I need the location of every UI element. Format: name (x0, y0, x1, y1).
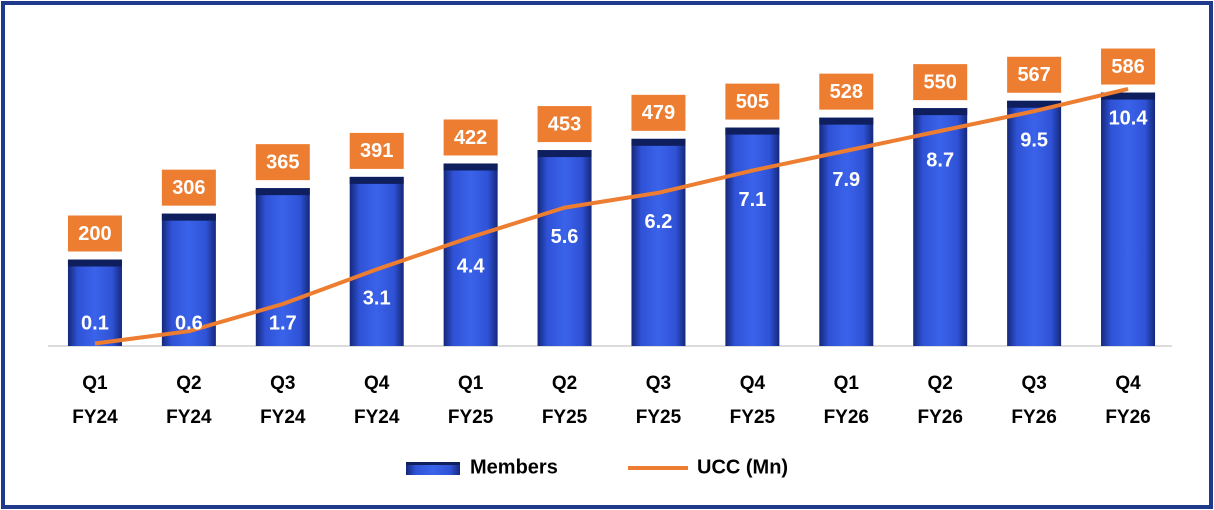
bar (631, 138, 686, 346)
value-label: 0.1 (81, 312, 109, 334)
value-label: 528 (830, 81, 863, 103)
bar (67, 259, 122, 346)
x-tick-label: Q2 FY24 (166, 373, 212, 428)
bar-cap (725, 127, 780, 135)
value-label-box (443, 119, 498, 156)
value-label: 391 (360, 140, 393, 162)
value-label: 479 (642, 102, 675, 124)
value-label: 1.7 (269, 312, 297, 334)
bar-cap (1101, 92, 1156, 100)
value-label-box (349, 132, 404, 169)
bar (443, 163, 498, 346)
value-label-box (725, 83, 780, 120)
value-label: 10.4 (1109, 107, 1149, 129)
bar-cap (631, 138, 686, 146)
value-label-box (255, 144, 310, 181)
value-label: 422 (454, 127, 487, 149)
legend-label: UCC (Mn) (697, 456, 788, 478)
bar-cap (67, 259, 122, 267)
value-label: 7.9 (832, 169, 860, 191)
value-label-box (537, 106, 592, 143)
bar-cap (255, 188, 310, 196)
value-label-box (161, 169, 216, 206)
line (94, 87, 1129, 346)
value-label: 365 (266, 151, 299, 173)
value-label: 8.7 (926, 149, 954, 171)
x-tick-label: Q1 FY25 (448, 373, 494, 428)
x-tick-label: Q3 FY26 (1011, 373, 1056, 428)
legend-swatch-cap (406, 462, 460, 465)
legend-label: Members (470, 456, 558, 478)
bar-cap (819, 117, 874, 125)
value-label: 567 (1017, 64, 1050, 86)
x-tick-label: Q4 FY25 (730, 373, 776, 428)
x-tick-label: Q1 FY26 (824, 373, 869, 428)
bar (255, 188, 310, 346)
bar (537, 150, 592, 346)
x-tick-label: Q2 FY26 (917, 373, 962, 428)
value-label: 306 (172, 177, 205, 199)
bar-cap (349, 176, 404, 184)
bar-cap (443, 163, 498, 171)
bar-cap (537, 150, 592, 158)
value-label: 6.2 (645, 211, 673, 233)
bar (1101, 92, 1156, 347)
value-label: 200 (78, 223, 111, 245)
value-label-box (1007, 56, 1062, 93)
value-label: 5.6 (551, 226, 579, 248)
x-tick-label: Q4 FY24 (354, 373, 400, 428)
x-tick-label: Q1 FY24 (72, 373, 118, 428)
value-label-box (67, 215, 122, 252)
value-label-box (819, 73, 874, 110)
value-label: 453 (548, 113, 581, 135)
value-label: 7.1 (738, 189, 766, 211)
value-label: 0.6 (175, 312, 203, 334)
bar (1007, 100, 1062, 347)
value-label: 505 (736, 91, 769, 113)
bar-cap (913, 108, 968, 116)
x-tick-label: Q2 FY25 (542, 373, 588, 428)
x-tick-label: Q3 FY24 (260, 373, 306, 428)
value-label: 586 (1111, 56, 1144, 78)
value-label: 9.5 (1020, 129, 1048, 151)
value-label: 4.4 (457, 256, 486, 278)
value-label-box (631, 94, 686, 131)
x-tick-label: Q4 FY26 (1105, 373, 1150, 428)
bar-cap (161, 213, 216, 221)
bar-cap (1007, 100, 1062, 108)
legend-swatch (406, 462, 460, 475)
x-tick-label: Q3 FY25 (636, 373, 682, 428)
value-label: 3.1 (363, 288, 391, 310)
bar (725, 127, 780, 347)
value-label: 550 (924, 71, 957, 93)
value-label-box (913, 64, 968, 101)
bar (913, 108, 968, 346)
value-label-box (1101, 48, 1156, 85)
